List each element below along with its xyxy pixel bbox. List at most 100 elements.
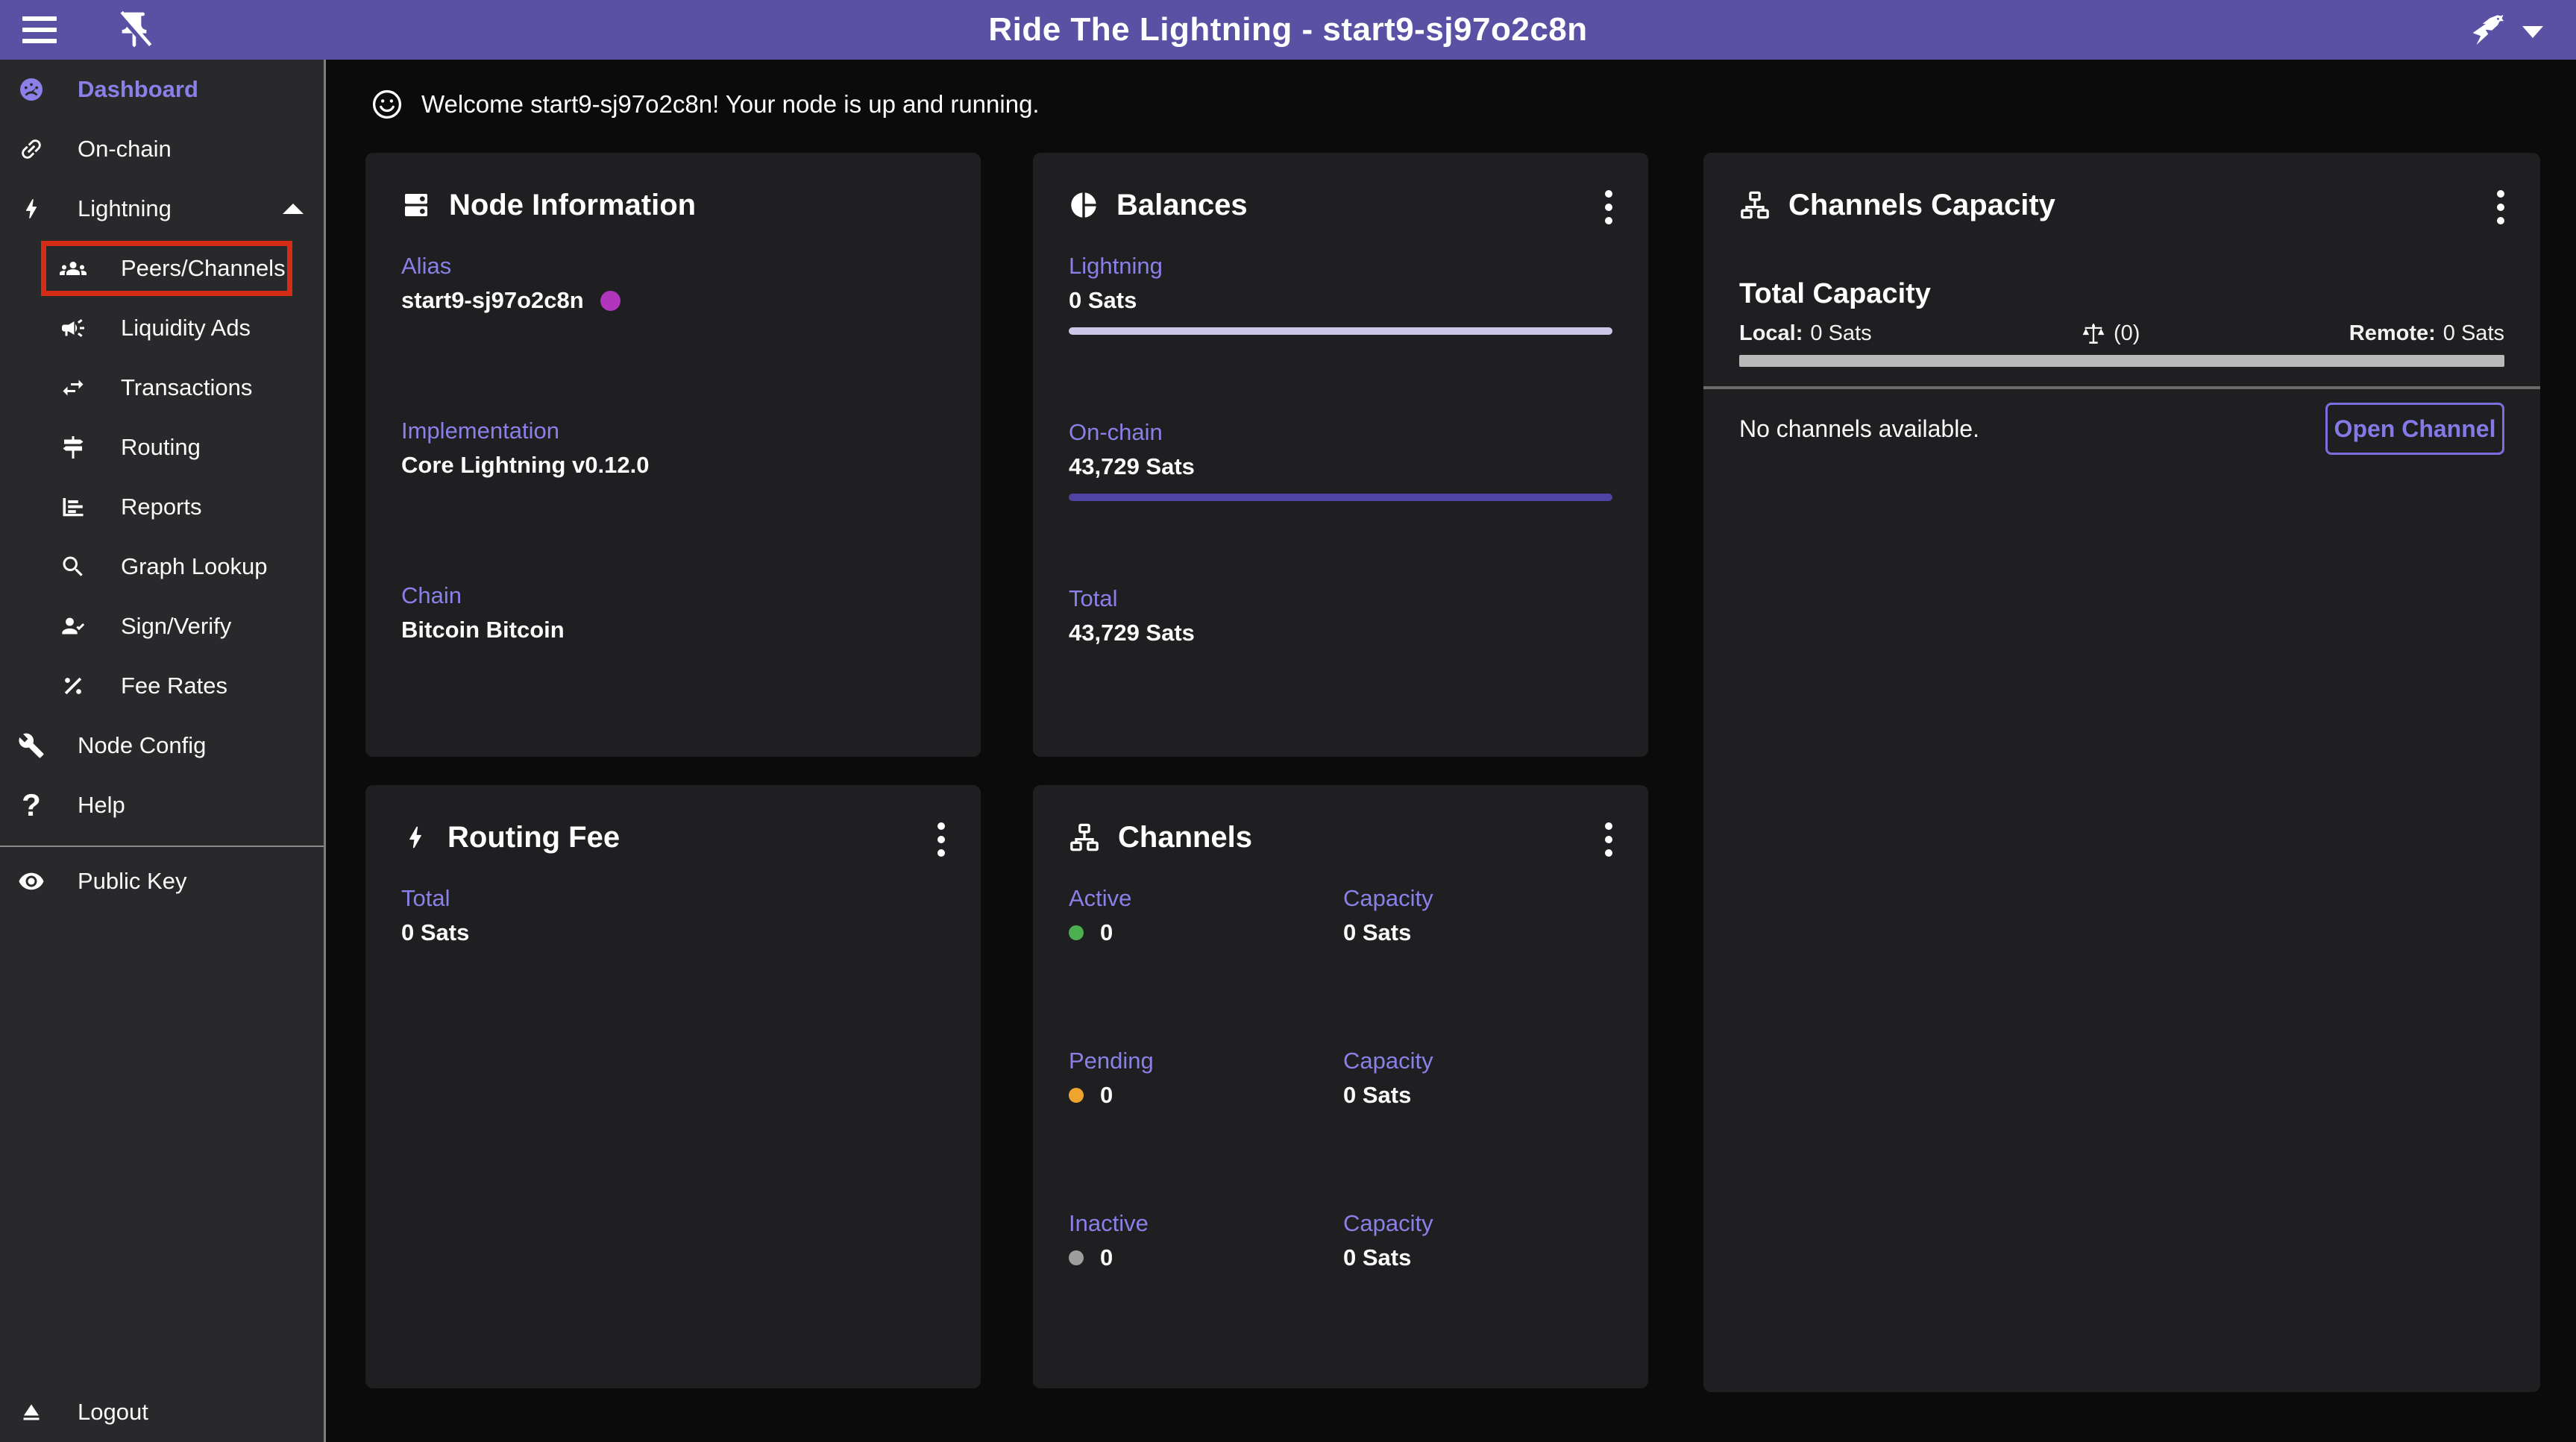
chain-label: Chain xyxy=(401,582,462,608)
eject-icon xyxy=(18,1398,45,1426)
sidebar-item-help[interactable]: ? Help xyxy=(0,775,326,835)
sidebar-item-liquidity-ads[interactable]: Liquidity Ads xyxy=(0,298,326,358)
sidebar-item-node-config[interactable]: Node Config xyxy=(0,716,326,775)
more-menu-icon[interactable] xyxy=(1602,187,1615,227)
balance-value: 43,729 Sats xyxy=(1069,453,1195,479)
sidebar-item-routing[interactable]: Routing xyxy=(0,418,326,477)
pie-chart-icon xyxy=(1071,192,1096,218)
capacity-value: 0 Sats xyxy=(1343,1244,1412,1271)
question-mark-icon: ? xyxy=(22,787,41,822)
pin-off-icon[interactable] xyxy=(113,9,155,51)
sidebar-item-label: Help xyxy=(78,792,125,818)
lightning-bolt-icon xyxy=(409,826,421,848)
percent-icon xyxy=(60,673,87,699)
capacity-value: 0 Sats xyxy=(1343,919,1412,945)
channels-card: Channels Active 0 Capacity 0 Sats Pendin… xyxy=(1033,785,1648,1388)
sidebar-item-label: Fee Rates xyxy=(121,673,228,699)
tools-icon xyxy=(18,732,45,759)
status-dot xyxy=(1069,925,1084,940)
card-section-divider xyxy=(1703,386,2540,389)
page-title: Ride The Lightning - start9-sj97o2c8n xyxy=(988,11,1588,48)
sidebar: Dashboard On-chain Lightning Peers/Chann… xyxy=(0,60,326,1442)
menu-toggle-icon[interactable] xyxy=(22,6,70,54)
signpost-icon xyxy=(60,434,87,461)
sitemap-icon xyxy=(1741,191,1769,219)
status-dot xyxy=(1069,1088,1084,1103)
sidebar-item-sign-verify[interactable]: Sign/Verify xyxy=(0,596,326,656)
sidebar-item-dashboard[interactable]: Dashboard xyxy=(0,60,326,119)
card-title: Channels xyxy=(1118,820,1253,854)
sidebar-item-label: Transactions xyxy=(121,374,253,400)
routing-total-value: 0 Sats xyxy=(401,919,470,945)
sidebar-item-label: Public Key xyxy=(78,868,187,894)
sidebar-item-on-chain[interactable]: On-chain xyxy=(0,119,326,179)
status-count: 0 xyxy=(1100,1082,1113,1108)
balance-label: On-chain xyxy=(1069,419,1163,445)
account-menu[interactable] xyxy=(2464,7,2543,53)
alias-label: Alias xyxy=(401,253,452,279)
more-menu-icon[interactable] xyxy=(934,819,948,860)
chain-value: Bitcoin Bitcoin xyxy=(401,617,565,643)
balance-label: Lightning xyxy=(1069,253,1163,279)
swap-arrows-icon xyxy=(60,374,87,402)
sidebar-item-lightning[interactable]: Lightning xyxy=(0,179,326,239)
sidebar-item-label: Logout xyxy=(78,1399,148,1425)
dashboard-gauge-icon xyxy=(18,76,45,103)
sitemap-icon xyxy=(1070,823,1099,851)
smiley-icon xyxy=(372,89,402,119)
balance-value: 0 Sats xyxy=(1069,287,1137,313)
bar-chart-icon xyxy=(60,494,87,520)
status-label: Active xyxy=(1069,885,1132,911)
implementation-value: Core Lightning v0.12.0 xyxy=(401,452,650,478)
onchain-balance-bar xyxy=(1069,494,1612,501)
sidebar-item-peers-channels[interactable]: Peers/Channels xyxy=(0,239,326,298)
sidebar-item-label: Routing xyxy=(121,434,201,460)
sidebar-item-reports[interactable]: Reports xyxy=(0,477,326,537)
routing-fee-card: Routing Fee Total 0 Sats xyxy=(365,785,981,1388)
card-title: Balances xyxy=(1116,188,1248,221)
status-dot xyxy=(1069,1250,1084,1265)
sidebar-item-label: Node Config xyxy=(78,732,207,758)
sidebar-item-transactions[interactable]: Transactions xyxy=(0,358,326,418)
capacity-value: 0 Sats xyxy=(1343,1082,1412,1108)
status-count: 0 xyxy=(1100,1244,1113,1271)
status-label: Pending xyxy=(1069,1048,1154,1074)
sidebar-item-public-key[interactable]: Public Key xyxy=(0,851,326,911)
balance-value: 43,729 Sats xyxy=(1069,620,1195,646)
balances-card: Balances Lightning 0 Sats On-chain 43,72… xyxy=(1033,153,1648,757)
card-title: Routing Fee xyxy=(447,820,621,854)
local-value: 0 Sats xyxy=(1810,321,1872,345)
sidebar-item-label: Dashboard xyxy=(78,76,198,102)
capacity-label: Capacity xyxy=(1343,1048,1433,1074)
open-channel-button[interactable]: Open Channel xyxy=(2325,403,2504,455)
person-check-icon xyxy=(60,612,87,640)
total-capacity-label: Total Capacity xyxy=(1739,278,1931,309)
remote-label: Remote: xyxy=(2349,321,2436,345)
peers-group-icon xyxy=(60,254,87,283)
balance-scale-icon xyxy=(2082,324,2105,344)
sidebar-item-logout[interactable]: Logout xyxy=(0,1382,324,1442)
alias-color-dot xyxy=(600,290,621,311)
status-count: 0 xyxy=(1100,919,1113,945)
routing-total-label: Total xyxy=(401,885,450,911)
sidebar-item-label: Reports xyxy=(121,494,202,520)
channels-capacity-card: Channels Capacity Total Capacity Local: 0… xyxy=(1703,153,2540,1392)
balance-count: (0) xyxy=(2113,321,2140,345)
more-menu-icon[interactable] xyxy=(1602,819,1615,860)
sidebar-item-label: Graph Lookup xyxy=(121,553,268,579)
sidebar-divider xyxy=(0,846,326,847)
node-information-card: Node Information Alias start9-sj97o2c8n … xyxy=(365,153,981,757)
sidebar-item-fee-rates[interactable]: Fee Rates xyxy=(0,656,326,716)
channel-status-row: Active 0 Capacity 0 Sats xyxy=(1069,885,1612,946)
core-lightning-logo-icon xyxy=(2472,14,2504,45)
sidebar-item-label: Peers/Channels xyxy=(121,255,286,281)
more-menu-icon[interactable] xyxy=(2494,187,2507,227)
sidebar-item-label: Sign/Verify xyxy=(121,613,232,639)
total-capacity-bar xyxy=(1739,355,2504,367)
sidebar-item-graph-lookup[interactable]: Graph Lookup xyxy=(0,537,326,596)
capacity-label: Capacity xyxy=(1343,1210,1433,1236)
card-title: Channels Capacity xyxy=(1788,188,2055,221)
lightning-bolt-icon xyxy=(18,196,45,221)
chain-link-icon xyxy=(18,136,45,163)
chevron-up-icon xyxy=(283,204,304,214)
